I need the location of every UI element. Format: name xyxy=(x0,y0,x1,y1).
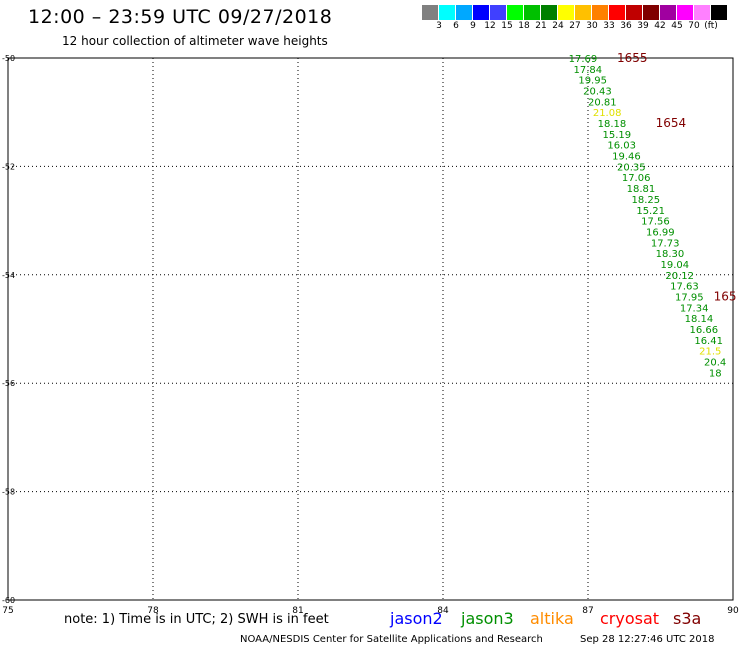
footer-note: note: 1) Time is in UTC; 2) SWH is in fe… xyxy=(64,612,329,627)
scale-swatch xyxy=(456,5,473,20)
scale-swatch xyxy=(643,5,660,20)
scale-swatch xyxy=(473,5,490,20)
latitude-tick-label: -50 xyxy=(2,54,15,63)
scale-swatch xyxy=(660,5,677,20)
wave-height-value: 17.34 xyxy=(680,303,709,314)
wave-height-value: 18.81 xyxy=(627,184,656,195)
legend-cryosat: cryosat xyxy=(600,609,660,628)
wave-height-value: 16.99 xyxy=(646,227,675,238)
wave-height-value: 20.81 xyxy=(588,97,617,108)
scale-label: 30 xyxy=(586,21,598,31)
legend-jason3: jason3 xyxy=(461,609,514,628)
wave-height-value: 20.4 xyxy=(704,358,726,369)
scale-swatch xyxy=(609,5,626,20)
wave-height-value: 17.06 xyxy=(622,173,651,184)
legend-altika: altika xyxy=(530,609,574,628)
wave-height-value: 15.19 xyxy=(603,130,632,141)
wave-height-value: 17.56 xyxy=(641,217,670,228)
map-frame xyxy=(7,57,734,601)
wave-height-value: 15.21 xyxy=(636,206,665,217)
scale-swatch xyxy=(541,5,558,20)
scale-swatch xyxy=(507,5,524,20)
scale-swatch xyxy=(439,5,456,20)
wave-height-value: 17.69 xyxy=(569,54,598,65)
pass-time-label: 165 xyxy=(714,289,737,303)
longitude-tick-label: 84 xyxy=(437,606,449,616)
generated-timestamp: Sep 28 12:27:46 UTC 2018 xyxy=(580,634,715,645)
wave-height-value: 19.95 xyxy=(578,76,607,87)
wave-height-value: 18.18 xyxy=(598,119,627,130)
wave-height-value: 18.14 xyxy=(685,314,714,325)
color-scale-legend xyxy=(422,5,728,20)
scale-swatch xyxy=(711,5,728,20)
wave-height-value: 20.12 xyxy=(665,271,694,282)
scale-label: (ft) xyxy=(704,21,718,31)
wave-height-value: 16.03 xyxy=(607,141,636,152)
longitude-tick-label: 78 xyxy=(147,606,159,616)
color-scale-labels: 3 6 9 12 15 18 21 24 27 30 33 36 39 42 45 70 (ft) xyxy=(422,21,740,33)
scale-label: 70 xyxy=(688,21,700,31)
scale-label: 45 xyxy=(671,21,683,31)
latitude-tick-label: -54 xyxy=(2,271,15,280)
wave-height-value: 17.95 xyxy=(675,292,704,303)
wave-height-value: 18.30 xyxy=(656,249,685,260)
longitude-tick-label: 75 xyxy=(2,606,13,616)
scale-swatch xyxy=(422,5,439,20)
scale-label: 27 xyxy=(569,21,581,31)
latitude-tick-label: -56 xyxy=(2,379,15,388)
scale-label: 3 xyxy=(436,21,442,31)
scale-label: 24 xyxy=(552,21,564,31)
scale-swatch xyxy=(558,5,575,20)
scale-label: 18 xyxy=(518,21,530,31)
scale-label: 6 xyxy=(453,21,459,31)
scale-swatch xyxy=(592,5,609,20)
wave-height-value: 17.73 xyxy=(651,238,680,249)
map-title: 12:00 – 23:59 UTC 09/27/2018 xyxy=(28,6,333,28)
longitude-tick-label: 87 xyxy=(582,606,593,616)
latitude-tick-label: -60 xyxy=(2,596,15,605)
scale-swatch xyxy=(524,5,541,20)
scale-label: 9 xyxy=(470,21,476,31)
legend-s3a: s3a xyxy=(673,609,702,628)
legend-jason2: jason2 xyxy=(390,609,443,628)
latitude-tick-label: -52 xyxy=(2,162,15,171)
wave-height-value: 18 xyxy=(709,368,722,379)
scale-label: 33 xyxy=(603,21,615,31)
scale-label: 15 xyxy=(501,21,513,31)
scale-swatch xyxy=(490,5,507,20)
scale-swatch xyxy=(626,5,643,20)
latitude-tick-label: -58 xyxy=(2,488,15,497)
scale-label: 21 xyxy=(535,21,547,31)
scale-swatch xyxy=(677,5,694,20)
map-subtitle: 12 hour collection of altimeter wave hei… xyxy=(62,34,328,48)
scale-label: 12 xyxy=(484,21,496,31)
longitude-tick-label: 90 xyxy=(727,606,739,616)
pass-time-label: 1655 xyxy=(617,51,648,65)
wave-height-value: 21.5 xyxy=(699,347,721,358)
wave-height-value: 20.43 xyxy=(583,87,612,98)
longitude-tick-label: 81 xyxy=(292,606,303,616)
wave-height-value: 17.84 xyxy=(574,65,603,76)
credit-line: NOAA/NESDIS Center for Satellite Applica… xyxy=(240,634,543,645)
scale-label: 36 xyxy=(620,21,632,31)
pass-time-label: 1654 xyxy=(656,116,687,130)
wave-height-value: 19.46 xyxy=(612,152,641,163)
scale-label: 39 xyxy=(637,21,649,31)
wave-height-value: 18.25 xyxy=(632,195,661,206)
wave-height-value: 21.08 xyxy=(593,108,622,119)
wave-height-value: 16.66 xyxy=(690,325,719,336)
wave-height-value: 19.04 xyxy=(661,260,690,271)
scale-swatch xyxy=(694,5,711,20)
wave-height-value: 17.63 xyxy=(670,282,699,293)
wave-height-value: 20.35 xyxy=(617,162,646,173)
wave-height-value: 16.41 xyxy=(694,336,723,347)
scale-label: 42 xyxy=(654,21,666,31)
scale-swatch xyxy=(575,5,592,20)
